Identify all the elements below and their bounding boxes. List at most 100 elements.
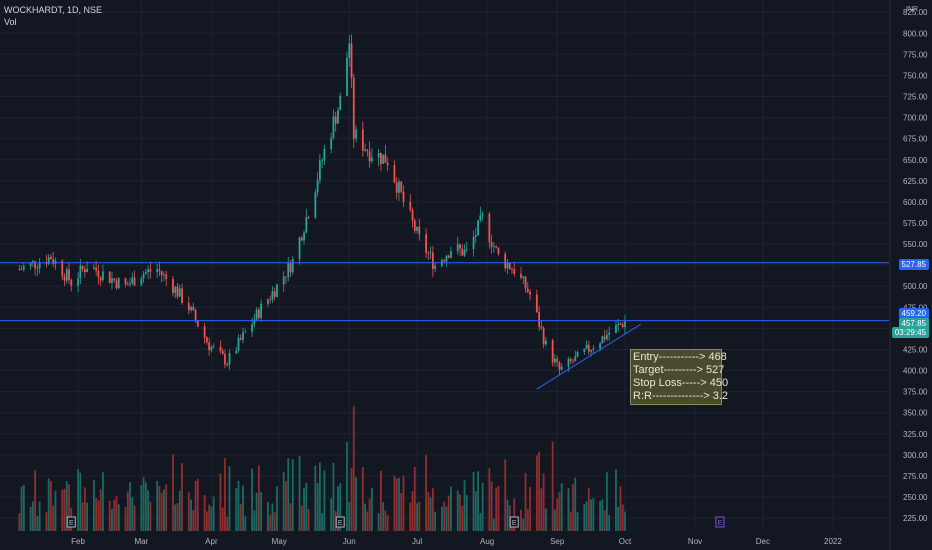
candle-body: [332, 116, 335, 138]
candle-body: [540, 326, 543, 329]
volume-bar: [361, 467, 364, 531]
y-tick-label: 475.00: [903, 303, 928, 312]
resistance-price-tag: 527.85: [898, 259, 929, 270]
volume-bar: [377, 512, 380, 531]
candle-body: [208, 342, 211, 351]
volume-bar: [590, 499, 592, 531]
candle-body: [339, 95, 342, 111]
volume-bar: [445, 506, 448, 531]
candle-body: [504, 253, 507, 269]
volume-bar: [488, 468, 491, 531]
volume-bar: [330, 498, 333, 531]
candle-body: [497, 247, 500, 254]
volume-bar: [429, 497, 432, 531]
volume-bar: [54, 490, 57, 531]
trendline: [536, 323, 642, 390]
trade-plan-note[interactable]: Entry-----------> 468 Target---------> 5…: [630, 349, 728, 405]
candle-body: [450, 251, 452, 258]
support-price-tag: 459.20: [898, 308, 929, 319]
candle-body: [402, 192, 405, 202]
volume-bar: [163, 489, 165, 531]
candle-body: [463, 249, 466, 256]
volume-bar: [174, 504, 177, 531]
candle-body: [434, 265, 437, 269]
candle-body: [289, 262, 292, 273]
candle-body: [163, 274, 165, 276]
candle-body: [459, 244, 461, 249]
earnings-marker: [509, 516, 519, 528]
earnings-marker-label: E: [69, 520, 74, 527]
candle-body: [158, 269, 161, 272]
candle-body: [50, 256, 52, 260]
volume-bar: [355, 477, 357, 531]
candle-body: [370, 157, 373, 162]
volume-bar: [332, 462, 335, 531]
candle-body: [235, 350, 238, 354]
candle-body: [307, 217, 310, 218]
volume-bar: [156, 480, 159, 531]
volume-bar: [20, 486, 23, 531]
y-tick-label: 825.00: [903, 8, 928, 17]
volume-bar: [558, 492, 561, 531]
candle-body: [267, 299, 269, 304]
y-tick-label: 750.00: [903, 71, 928, 80]
volume-bar: [526, 509, 529, 531]
volume-bar: [86, 502, 88, 531]
candle-body: [285, 276, 287, 278]
candle-body: [355, 129, 357, 139]
volume-label: Vol: [4, 17, 17, 27]
volume-bar: [386, 515, 389, 531]
volume-bar: [540, 488, 543, 531]
symbol-title[interactable]: WOCKHARDT, 1D, NSE: [4, 5, 103, 15]
candle-body: [52, 259, 55, 264]
candle-body: [583, 348, 586, 352]
candle-body: [551, 340, 554, 363]
candle-body: [352, 77, 355, 139]
volume-bar: [282, 471, 285, 531]
candle-body: [384, 154, 387, 163]
candle-body: [237, 338, 240, 351]
volume-bar: [303, 487, 305, 531]
candle-body: [529, 292, 531, 295]
volume-bar: [418, 501, 421, 531]
volume-bar: [176, 503, 179, 531]
volume-bar: [31, 501, 34, 531]
candle-body: [244, 331, 247, 333]
candle-body: [257, 309, 260, 318]
volume-bar: [111, 509, 113, 531]
candle-body: [298, 237, 301, 259]
candle-body: [149, 269, 152, 272]
volume-bar: [520, 509, 522, 531]
candle-body: [576, 351, 579, 357]
currency-label: INR: [906, 6, 918, 13]
y-tick-label: 725.00: [903, 93, 928, 102]
volume-bar: [47, 478, 50, 531]
candle-body: [624, 321, 626, 328]
candle-body: [255, 309, 258, 320]
earnings-marker-label: E: [338, 520, 343, 527]
candle-body: [221, 350, 224, 355]
volume-bar: [289, 503, 292, 531]
candle-body: [126, 284, 129, 286]
volume-bar: [524, 472, 527, 531]
candle-body: [508, 263, 511, 270]
volume-bar: [131, 497, 134, 531]
candle-body: [129, 283, 131, 285]
candle-body: [196, 320, 199, 327]
y-tick-label: 300.00: [903, 451, 928, 460]
volume-bar: [126, 491, 129, 531]
candle-body: [522, 276, 525, 278]
volume-bar: [337, 486, 339, 531]
volume-bar: [203, 494, 206, 531]
y-tick-label: 600.00: [903, 198, 928, 207]
candle-body: [346, 57, 348, 96]
volume-bar: [50, 480, 52, 531]
volume-bar: [425, 454, 427, 531]
candle-body: [615, 325, 617, 333]
candle-body: [314, 192, 317, 218]
candle-body: [380, 152, 382, 164]
volume-bar: [441, 506, 443, 531]
candle-body: [400, 181, 403, 193]
